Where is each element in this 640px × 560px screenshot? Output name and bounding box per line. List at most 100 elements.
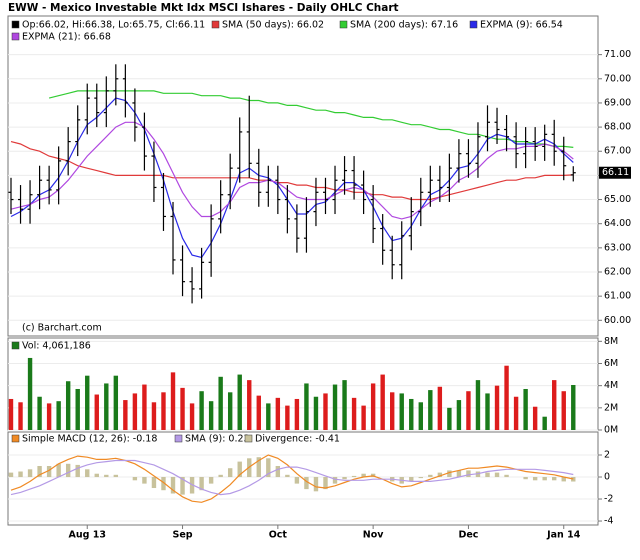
y-tick-label: -4: [604, 516, 613, 527]
legend-label: Simple MACD (12, 26): -0.18: [22, 434, 157, 445]
legend-swatch: [11, 341, 20, 350]
legend-label: EXPMA (21): 66.68: [22, 32, 111, 43]
legend-label: SMA (9): 0.23: [185, 434, 250, 445]
divergence-bar: [304, 477, 309, 490]
divergence-bar: [485, 472, 490, 478]
divergence-bar: [361, 473, 366, 478]
volume-bar: [380, 374, 385, 430]
divergence-bar: [27, 469, 33, 478]
volume-bar: [390, 392, 395, 430]
volume-bar: [418, 402, 423, 430]
divergence-bar: [142, 477, 147, 484]
divergence-bar: [104, 474, 109, 478]
divergence-bar: [351, 475, 357, 478]
volume-bar: [342, 380, 347, 430]
divergence-bar: [65, 463, 71, 478]
divergence-bar: [132, 477, 138, 481]
volume-bar: [218, 376, 223, 430]
volume-bar: [104, 383, 109, 430]
divergence-bar: [409, 477, 414, 482]
volume-bar: [208, 401, 214, 430]
y-tick-label: 69.00: [604, 97, 631, 108]
volume-bar: [56, 401, 61, 430]
divergence-bar: [170, 477, 176, 494]
volume-bar: [113, 375, 119, 430]
divergence-bar: [313, 477, 319, 492]
y-tick-label: 8M: [604, 336, 618, 347]
watermark: (c) Barchart.com: [22, 323, 102, 334]
legend-label: Op:66.02, Hi:66.38, Lo:65.75, Cl:66.11: [22, 20, 205, 31]
volume-bar: [542, 416, 547, 430]
y-tick-label: 0: [604, 472, 610, 483]
divergence-bar: [456, 470, 462, 478]
volume-bar: [180, 387, 185, 430]
volume-bar: [494, 385, 500, 430]
divergence-bar: [113, 474, 119, 478]
volume-bar: [351, 397, 357, 430]
y-tick-label: 70.00: [604, 73, 631, 84]
divergence-bar: [523, 477, 528, 480]
volume-bar: [85, 375, 90, 430]
y-tick-label: -2: [604, 494, 613, 505]
divergence-bar: [494, 472, 500, 478]
divergence-bar: [256, 457, 261, 478]
volume-bar: [75, 388, 80, 430]
legend-swatch: [469, 20, 478, 29]
divergence-bar: [8, 472, 14, 478]
divergence-bar: [37, 466, 42, 478]
divergence-bar: [75, 464, 80, 478]
volume-bar: [161, 392, 166, 430]
volume-bar: [428, 390, 433, 430]
volume-bar: [65, 381, 71, 430]
volume-bar: [304, 383, 309, 430]
volume-bar: [132, 393, 138, 430]
divergence-bar: [85, 469, 90, 478]
volume-bar: [285, 405, 290, 430]
y-tick-label: 4M: [604, 380, 618, 391]
volume-bar: [199, 391, 204, 430]
line-series: [10, 97, 574, 259]
line-series: [10, 459, 574, 496]
divergence-bar: [46, 466, 52, 478]
volume-bar: [247, 380, 252, 430]
divergence-bar: [275, 466, 281, 478]
legend-swatch: [174, 434, 183, 443]
volume-bar: [256, 395, 261, 430]
divergence-bar: [199, 477, 204, 491]
line-series: [10, 454, 574, 503]
divergence-bar: [561, 477, 566, 482]
volume-bar: [561, 391, 566, 430]
panel-frame: [7, 15, 599, 337]
legend-swatch: [11, 20, 20, 29]
volume-bar: [504, 365, 509, 430]
panel-frame: [7, 431, 599, 526]
volume-bar: [399, 393, 404, 430]
legend-label: Divergence: -0.41: [255, 434, 340, 445]
divergence-bar: [552, 477, 557, 481]
y-tick-label: 71.00: [604, 49, 631, 60]
volume-bar: [94, 394, 99, 430]
volume-bar: [37, 396, 42, 430]
volume-bar: [332, 384, 338, 430]
divergence-bar: [571, 477, 576, 482]
volume-bar: [294, 398, 300, 430]
y-tick-label: 63.00: [604, 242, 631, 253]
volume-bar: [552, 380, 557, 430]
divergence-bar: [227, 468, 233, 478]
legend-label: Vol: 4,061,186: [22, 341, 91, 352]
y-tick-label: 60.00: [604, 315, 631, 326]
divergence-bar: [542, 477, 547, 481]
volume-bar: [437, 386, 443, 430]
divergence-bar: [56, 463, 61, 478]
x-tick-label: Nov: [363, 530, 384, 541]
legend-label: EXPMA (9): 66.54: [480, 20, 563, 31]
volume-bar: [361, 405, 366, 430]
volume-bar: [456, 400, 462, 430]
divergence-bar: [94, 473, 99, 478]
divergence-bar: [342, 477, 347, 480]
x-tick-label: Oct: [269, 530, 288, 541]
y-tick-label: 2: [604, 450, 610, 461]
divergence-bar: [18, 471, 23, 478]
divergence-bar: [504, 474, 509, 478]
volume-bar: [8, 398, 14, 430]
